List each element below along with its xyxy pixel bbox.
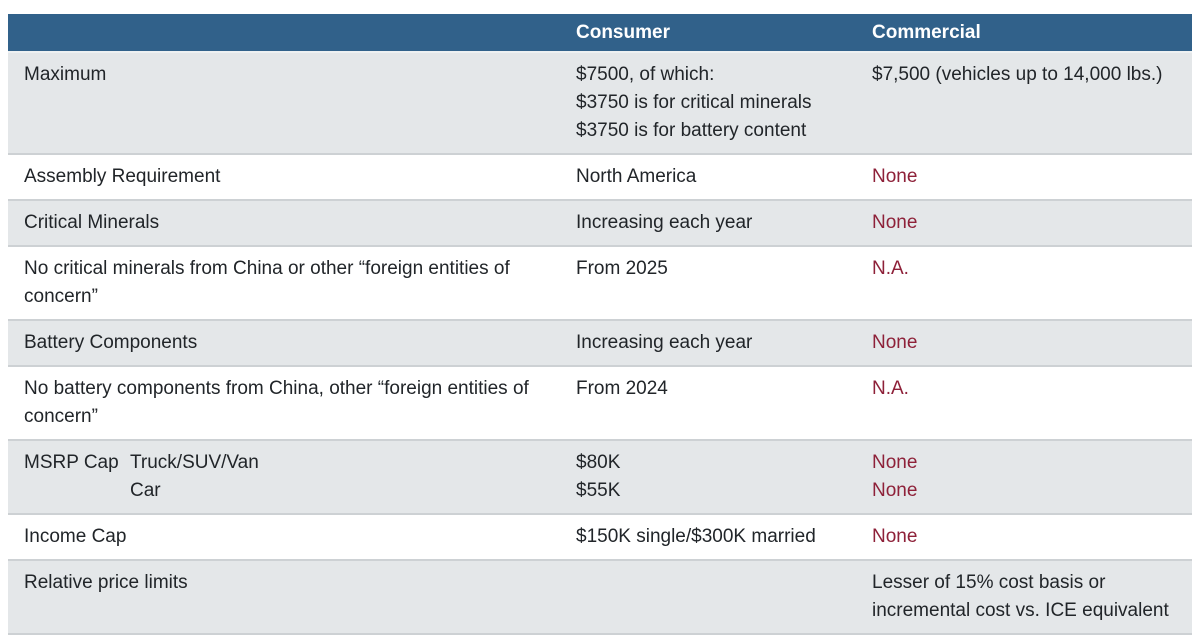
cell-no-critical-minerals-consumer: From 2025 bbox=[560, 245, 856, 320]
cell-relative-price-limits-commercial: Lesser of 15% cost basis or incremental … bbox=[856, 559, 1192, 635]
cell-no-battery-components-consumer: From 2024 bbox=[560, 365, 856, 440]
cell-line: $7,500 (vehicles up to 14,000 lbs.) bbox=[872, 64, 1163, 85]
cell-battery-components-consumer: Increasing each year bbox=[560, 319, 856, 366]
cell-assembly-consumer: North America bbox=[560, 153, 856, 200]
header-row: Consumer Commercial bbox=[8, 14, 1192, 53]
row-label-assembly-requirement: Assembly Requirement bbox=[8, 153, 560, 200]
table-header: Consumer Commercial bbox=[8, 14, 1192, 53]
cell-msrp-cap-commercial: None None bbox=[856, 439, 1192, 514]
cell-maximum-consumer: $7500, of which: $3750 is for critical m… bbox=[560, 52, 856, 154]
cell-line: $7500, of which: bbox=[576, 64, 715, 85]
column-header-blank bbox=[8, 14, 560, 53]
cell-line: Truck/SUV/Van bbox=[130, 452, 259, 473]
table-row: Maximum $7500, of which: $3750 is for cr… bbox=[8, 52, 1192, 154]
row-label-no-battery-components-china: No battery components from China, other … bbox=[8, 365, 560, 440]
cell-line: None bbox=[872, 480, 918, 501]
cell-relative-price-limits-consumer bbox=[560, 559, 856, 635]
cell-line: $3750 is for battery content bbox=[576, 120, 807, 141]
column-header-commercial: Commercial bbox=[856, 14, 1192, 53]
cell-line: None bbox=[872, 452, 918, 473]
cell-msrp-cap-consumer: $80K $55K bbox=[560, 439, 856, 514]
table-row: MSRP Cap Truck/SUV/Van Car $80K $55K Non… bbox=[8, 439, 1192, 514]
cell-line: $80K bbox=[576, 452, 621, 473]
table-body: Maximum $7500, of which: $3750 is for cr… bbox=[8, 52, 1192, 635]
table-row: Assembly Requirement North America None bbox=[8, 153, 1192, 200]
msrp-cap-label-group: MSRP Cap Truck/SUV/Van Car bbox=[24, 449, 552, 505]
cell-assembly-commercial: None bbox=[856, 153, 1192, 200]
table-row: Relative price limits Lesser of 15% cost… bbox=[8, 559, 1192, 635]
row-label-maximum: Maximum bbox=[8, 52, 560, 154]
table-row: Battery Components Increasing each year … bbox=[8, 319, 1192, 366]
msrp-cap-sub-labels: Truck/SUV/Van Car bbox=[130, 449, 259, 505]
table-row: Income Cap $150K single/$300K married No… bbox=[8, 513, 1192, 560]
cell-no-battery-components-commercial: N.A. bbox=[856, 365, 1192, 440]
table-row: No critical minerals from China or other… bbox=[8, 245, 1192, 320]
cell-line: $55K bbox=[576, 480, 621, 501]
row-label-no-critical-minerals-china: No critical minerals from China or other… bbox=[8, 245, 560, 320]
row-label-income-cap: Income Cap bbox=[8, 513, 560, 560]
cell-critical-minerals-commercial: None bbox=[856, 199, 1192, 246]
cell-line: $3750 is for critical minerals bbox=[576, 92, 812, 113]
ev-credit-comparison-table: Consumer Commercial Maximum $7500, of wh… bbox=[8, 14, 1192, 635]
cell-no-critical-minerals-commercial: N.A. bbox=[856, 245, 1192, 320]
table-row: No battery components from China, other … bbox=[8, 365, 1192, 440]
cell-battery-components-commercial: None bbox=[856, 319, 1192, 366]
row-label-battery-components: Battery Components bbox=[8, 319, 560, 366]
msrp-cap-label: MSRP Cap bbox=[24, 452, 119, 473]
column-header-consumer: Consumer bbox=[560, 14, 856, 53]
comparison-table-container: Consumer Commercial Maximum $7500, of wh… bbox=[8, 14, 1192, 635]
cell-income-cap-commercial: None bbox=[856, 513, 1192, 560]
row-label-relative-price-limits: Relative price limits bbox=[8, 559, 560, 635]
cell-income-cap-consumer: $150K single/$300K married bbox=[560, 513, 856, 560]
cell-line: Car bbox=[130, 480, 161, 501]
cell-critical-minerals-consumer: Increasing each year bbox=[560, 199, 856, 246]
row-label-critical-minerals: Critical Minerals bbox=[8, 199, 560, 246]
table-row: Critical Minerals Increasing each year N… bbox=[8, 199, 1192, 246]
row-label-msrp-cap: MSRP Cap Truck/SUV/Van Car bbox=[8, 439, 560, 514]
cell-maximum-commercial: $7,500 (vehicles up to 14,000 lbs.) bbox=[856, 52, 1192, 154]
